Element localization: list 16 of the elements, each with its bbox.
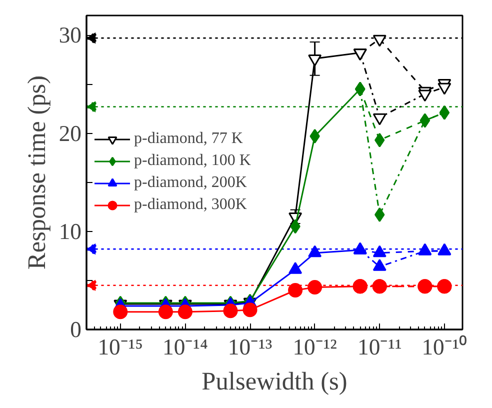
y-tick-label: 20 bbox=[58, 120, 82, 146]
legend-label: p-diamond, 200K bbox=[134, 174, 247, 192]
legend-label: p-diamond, 300K bbox=[134, 196, 247, 214]
y-tick-label: 0 bbox=[70, 317, 82, 342]
x-tick-label: 10⁻¹² bbox=[292, 334, 338, 360]
y-axis-title: Response time (ps) bbox=[22, 75, 51, 270]
y-tick-label: 10 bbox=[58, 218, 82, 244]
x-tick-label: 10⁻¹⁰ bbox=[422, 334, 468, 360]
x-tick-label: 10⁻¹⁵ bbox=[98, 334, 144, 360]
legend-label: p-diamond, 77 K bbox=[134, 130, 243, 148]
legend-label: p-diamond, 100 K bbox=[134, 152, 251, 170]
x-tick-label: 10⁻¹⁴ bbox=[162, 334, 208, 360]
y-tick-label: 30 bbox=[58, 22, 82, 48]
x-tick-label: 10⁻¹³ bbox=[228, 334, 272, 360]
x-axis-title: Pulsewidth (s) bbox=[202, 368, 348, 396]
x-tick-label: 10⁻¹¹ bbox=[358, 334, 402, 360]
